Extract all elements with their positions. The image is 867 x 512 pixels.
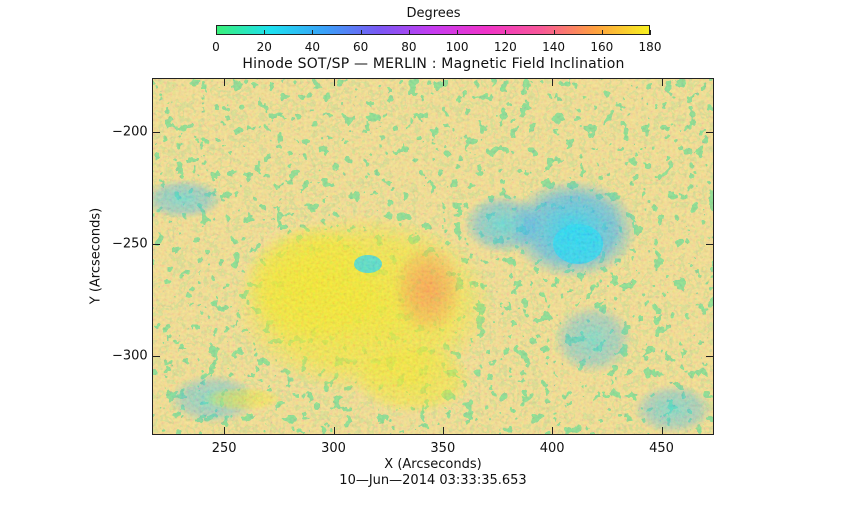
x-tick-mark	[661, 427, 663, 435]
x-tick-label: 450	[649, 441, 674, 456]
y-axis-label: Y (Arcseconds)	[88, 207, 104, 305]
inclination-map-image	[153, 79, 713, 434]
colorbar-tick-mark	[553, 30, 555, 35]
x-tick-mark	[224, 427, 226, 435]
colorbar-tick-label: 40	[304, 40, 321, 54]
y-tick-mark	[152, 356, 160, 358]
colorbar-tick-mark	[650, 30, 651, 35]
colorbar-tick-label: 160	[590, 40, 614, 54]
y-tick-mark	[706, 131, 714, 133]
x-tick-mark	[333, 78, 335, 86]
x-tick-label: 350	[430, 441, 456, 456]
colorbar-tick-mark	[601, 30, 603, 35]
x-axis-label: X (Arcseconds)	[384, 457, 482, 472]
colorbar-title: Degrees	[406, 6, 461, 21]
y-tick-mark	[152, 244, 160, 246]
x-tick-label: 250	[211, 441, 237, 456]
x-tick-mark	[442, 78, 444, 86]
y-tick-label: −200	[112, 124, 148, 140]
colorbar-tick-mark	[457, 30, 459, 35]
y-tick-label: −300	[112, 348, 148, 364]
x-tick-mark	[442, 427, 444, 435]
timestamp: 10—Jun—2014 03:33:35.653	[339, 473, 527, 488]
x-tick-mark	[552, 427, 554, 435]
colorbar-tick-mark	[264, 30, 266, 35]
y-tick-label: −250	[112, 236, 148, 252]
inclination-map	[152, 78, 714, 435]
colorbar-tick-mark	[360, 30, 362, 35]
colorbar-tick-mark	[312, 30, 314, 35]
x-tick-mark	[333, 427, 335, 435]
colorbar-tick-label: 20	[256, 40, 272, 54]
colorbar-tick-label: 180	[638, 40, 662, 54]
x-tick-mark	[661, 78, 663, 86]
colorbar-tick-label: 80	[401, 40, 417, 54]
colorbar-tick-mark	[505, 30, 507, 35]
colorbar	[216, 25, 650, 35]
colorbar-tick-label: 60	[353, 40, 369, 54]
x-tick-mark	[552, 78, 554, 86]
x-tick-label: 300	[321, 441, 346, 456]
colorbar-tick-mark	[216, 30, 217, 35]
colorbar-tick-mark	[408, 30, 410, 35]
x-tick-mark	[224, 78, 226, 86]
colorbar-tick-label: 100	[445, 40, 469, 54]
y-tick-mark	[706, 356, 714, 358]
colorbar-tick-label: 140	[542, 40, 565, 54]
colorbar-tick-label: 0	[212, 40, 220, 54]
x-tick-label: 400	[539, 441, 565, 456]
y-tick-mark	[706, 244, 714, 246]
plot-title: Hinode SOT/SP — MERLIN : Magnetic Field …	[242, 56, 625, 72]
colorbar-tick-label: 120	[493, 40, 517, 54]
y-tick-mark	[152, 131, 160, 133]
